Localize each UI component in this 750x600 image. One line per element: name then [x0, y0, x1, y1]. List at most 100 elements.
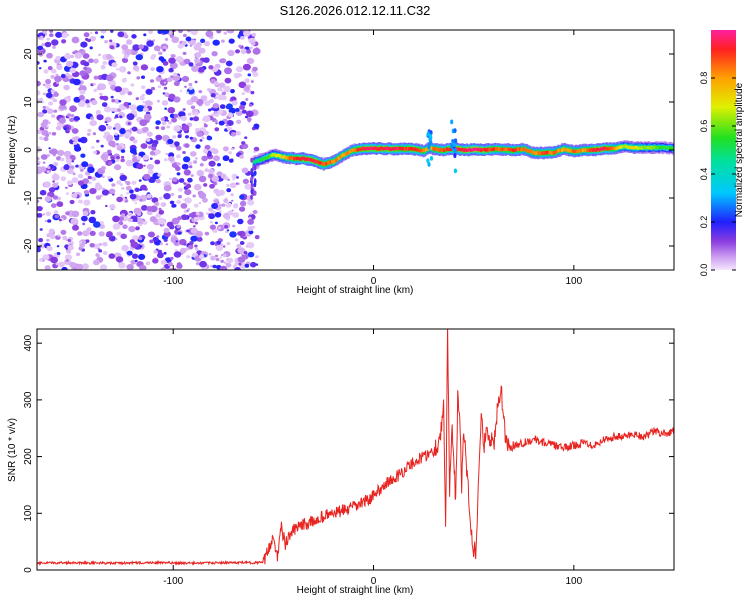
noise-speckle — [226, 120, 234, 126]
ridge-cell — [566, 148, 569, 152]
noise-speckle — [64, 54, 70, 59]
ridge-cell — [594, 148, 597, 152]
noise-speckle — [114, 164, 122, 171]
noise-speckle — [223, 31, 228, 35]
noise-speckle — [208, 168, 215, 174]
noise-speckle — [130, 241, 139, 248]
noise-speckle — [140, 95, 145, 99]
noise-speckle — [151, 143, 158, 148]
snr-x-label: Height of straight line (km) — [297, 585, 414, 596]
ridge-cell — [621, 145, 624, 149]
noise-speckle — [140, 64, 149, 71]
ridge-cell — [488, 148, 491, 152]
noise-speckle — [56, 201, 64, 208]
noise-speckle — [119, 133, 124, 137]
noise-speckle — [158, 209, 165, 215]
noise-speckle — [190, 105, 196, 110]
noise-speckle — [37, 199, 40, 204]
ridge-cell — [525, 148, 529, 152]
noise-speckle — [47, 232, 52, 237]
ridge-cell — [315, 159, 318, 164]
noise-speckle — [94, 31, 99, 35]
noise-speckle — [73, 211, 79, 216]
noise-speckle — [190, 151, 197, 157]
noise-speckle — [245, 110, 254, 118]
noise-speckle — [239, 241, 245, 245]
noise-speckle — [116, 231, 122, 236]
noise-speckle — [100, 153, 109, 161]
noise-speckle — [173, 96, 181, 103]
ridge-cell — [420, 149, 424, 153]
noise-speckle — [184, 143, 190, 148]
noise-speckle — [213, 155, 220, 162]
noise-speckle — [102, 61, 108, 65]
ridge-cell — [583, 148, 586, 152]
noise-speckle — [206, 152, 212, 157]
noise-speckle — [134, 202, 138, 205]
noise-speckle — [80, 41, 88, 48]
noise-speckle — [155, 179, 161, 184]
ridge-cell — [465, 148, 468, 152]
ridge-cell — [499, 148, 502, 152]
ridge-cell — [392, 147, 395, 151]
noise-speckle — [237, 256, 246, 263]
noise-speckle — [114, 116, 117, 119]
ridge-cell — [439, 148, 442, 152]
noise-speckle — [223, 85, 231, 93]
noise-speckle — [109, 204, 116, 210]
noise-speckle — [129, 218, 133, 222]
noise-speckle — [56, 81, 60, 85]
noise-speckle — [98, 124, 107, 132]
ridge-cell — [483, 148, 487, 152]
ridge-cell — [657, 145, 660, 150]
noise-speckle — [86, 38, 92, 43]
ridge-cell — [612, 146, 616, 150]
noise-speckle — [187, 112, 192, 116]
noise-speckle — [55, 125, 62, 131]
noise-speckle — [51, 173, 60, 181]
noise-speckle — [155, 126, 160, 130]
ridge-cell — [307, 157, 310, 161]
noise-speckle — [146, 193, 152, 199]
noise-speckle — [247, 251, 255, 258]
ridge-cell — [297, 157, 300, 161]
ridge-cell — [381, 147, 384, 151]
noise-speckle — [203, 124, 208, 128]
noise-speckle — [69, 105, 77, 112]
noise-speckle — [112, 215, 120, 223]
noise-speckle — [247, 219, 255, 225]
spectrogram-x-ticks: -100 0 100 — [163, 30, 583, 287]
noise-speckle — [217, 226, 222, 230]
x-tick-label: 100 — [565, 276, 582, 287]
ridge-cell — [493, 147, 496, 151]
noise-speckle — [237, 73, 242, 77]
ridge-cell — [303, 156, 306, 160]
noise-speckle — [121, 57, 129, 63]
noise-speckle — [215, 92, 219, 96]
ridge-cell — [317, 160, 320, 164]
noise-speckle — [155, 134, 163, 141]
ridge-cell — [460, 148, 463, 152]
noise-speckle — [89, 120, 97, 127]
ridge-cell — [368, 146, 372, 150]
ridge-cell — [524, 148, 527, 152]
noise-speckle — [127, 71, 131, 75]
noise-speckle — [56, 181, 59, 185]
noise-speckle — [163, 193, 171, 200]
noise-speckle — [52, 180, 55, 183]
ridge-cell — [293, 157, 296, 161]
ridge-cell — [373, 146, 376, 150]
noise-speckle — [138, 44, 144, 50]
noise-speckle — [232, 212, 240, 218]
noise-speckle — [37, 90, 41, 96]
noise-speckle — [58, 218, 62, 222]
noise-speckle — [150, 67, 155, 72]
ridge-cell — [565, 148, 568, 152]
ridge-cell — [387, 146, 390, 150]
noise-speckle — [119, 115, 123, 119]
noise-speckle — [51, 203, 57, 209]
ridge-disturbance — [453, 153, 457, 159]
noise-speckle — [93, 259, 100, 266]
noise-speckle — [143, 164, 146, 167]
noise-speckle — [226, 126, 232, 131]
